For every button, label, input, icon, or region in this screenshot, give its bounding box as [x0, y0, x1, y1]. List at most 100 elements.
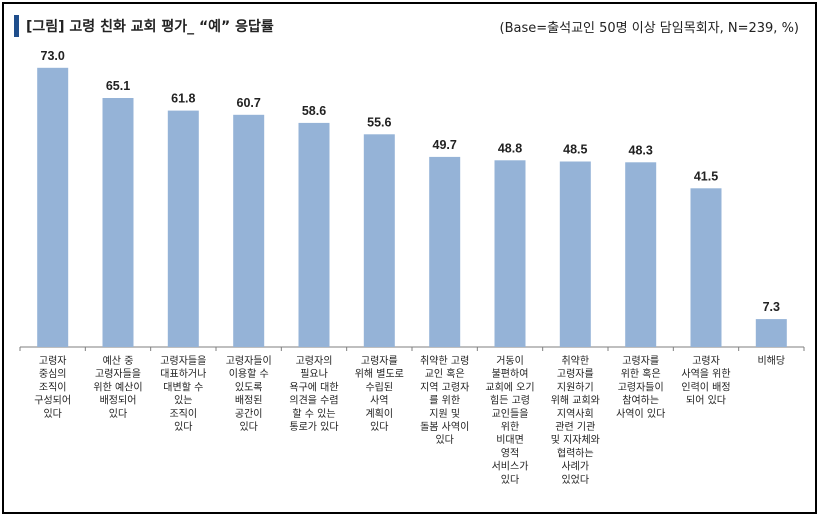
category-label: 고령자의 필요나 욕구에 대한 의견을 수렴 할 수 있는 통로가 있다 — [289, 355, 338, 433]
category-label-line: 교회에 오기 — [485, 381, 534, 393]
category-label-line: 의견을 수렴 — [289, 394, 338, 407]
category-label-line: 및 지자체와 — [551, 434, 600, 446]
category-label-line: 취약한 고령 — [420, 355, 469, 367]
category-label-line: 위한 — [501, 420, 519, 433]
category-label-line: 있다 — [435, 434, 453, 446]
bar — [429, 156, 461, 347]
category-label-line: 수립된 — [365, 380, 393, 393]
category-label-line: 조직이 — [39, 381, 67, 393]
category-label-line: 할 수 있는 — [292, 408, 335, 420]
category-label-line: 사역을 위한 — [681, 367, 730, 380]
category-label-line: 고령자의 — [296, 355, 333, 367]
category-label-line: 중심의 — [39, 368, 67, 380]
category-label-line: 고령자를 — [622, 355, 659, 367]
category-label-line: 관련 기관 — [555, 421, 595, 433]
category-label-line: 고령자들을 — [160, 355, 206, 367]
category-label-line: 대표하거나 — [160, 367, 206, 380]
data-label: 61.8 — [171, 92, 195, 106]
bar — [625, 162, 657, 347]
category-label-line: 지역사회 — [557, 408, 594, 420]
data-label: 55.6 — [367, 115, 391, 129]
category-label-line: 를 위한 — [429, 394, 460, 407]
bar — [363, 134, 395, 347]
category-label-line: 필요나 — [300, 368, 328, 380]
category-label-line: 협력하는 — [557, 446, 594, 459]
bar — [102, 98, 134, 347]
category-label-line: 배정된 — [235, 395, 263, 407]
category-label-line: 거동이 — [496, 355, 524, 367]
category-label-line: 고령자 — [692, 355, 720, 367]
category-label-line: 위한 혹은 — [621, 367, 661, 380]
chart-header: [그림] 고령 친화 교회 평가_ “예” 응답률 (Base=출석교인 50명… — [4, 4, 815, 44]
category-label: 고령자를 위해 별도로 수립된 사역 계획이 있다 — [355, 355, 404, 433]
category-label-line: 있다 — [43, 408, 61, 420]
category-label-line: 욕구에 대한 — [289, 381, 338, 393]
category-label-line: 고령자 — [39, 355, 67, 367]
data-label: 65.1 — [106, 79, 130, 93]
category-label: 예산 중 고령자들을 위한 예산이 배정되어 있다 — [93, 355, 142, 420]
category-label-line: 있다 — [239, 421, 257, 433]
category-label-line: 지원하기 — [557, 380, 594, 393]
category-label-line: 사례가 — [561, 461, 589, 473]
category-label-line: 위한 예산이 — [93, 380, 142, 393]
base-note: (Base=출석교인 50명 이상 담임목회자, N=239, %) — [499, 21, 799, 36]
data-label: 48.5 — [563, 143, 587, 157]
category-label-line: 배정되어 — [100, 395, 137, 407]
category-label-line: 불편하여 — [492, 367, 529, 380]
bar — [690, 188, 722, 347]
category-label-line: 되어 있다 — [686, 395, 726, 407]
data-label: 7.3 — [763, 300, 780, 314]
category-label-line: 고령자들이 — [618, 381, 664, 393]
category-label-line: 돌봄 사역이 — [420, 421, 469, 433]
category-label-line: 인력이 배정 — [681, 381, 730, 393]
category-label-line: 참여하는 — [622, 394, 659, 407]
data-label: 49.7 — [433, 138, 457, 152]
category-label-line: 있었다 — [561, 474, 589, 486]
category-label-line: 위해 별도로 — [355, 367, 404, 380]
bar — [494, 160, 526, 347]
category-label-line: 지원 및 — [429, 408, 460, 420]
category-label-line: 지역 고령자 — [420, 381, 469, 393]
category-label-line: 힘든 고령 — [490, 395, 530, 407]
category-label-line: 서비스가 — [492, 461, 529, 473]
category-label-line: 대변할 수 — [163, 381, 203, 393]
category-label-line: 사역이 있다 — [616, 408, 665, 420]
title-accent-bar — [14, 15, 19, 37]
bar — [298, 122, 330, 348]
category-label-line: 고령자들이 — [226, 355, 272, 367]
category-label-line: 통로가 있다 — [289, 421, 338, 433]
category-label-line: 있도록 — [235, 381, 263, 393]
category-label: 고령자를 위한 혹은 고령자들이 참여하는 사역이 있다 — [616, 355, 665, 420]
bar — [755, 319, 787, 347]
category-label-line: 조직이 — [169, 408, 197, 420]
category-label-line: 있다 — [109, 408, 127, 420]
bar — [37, 67, 69, 348]
category-label-line: 이용할 수 — [229, 368, 269, 380]
category-label: 거동이 불편하여 교회에 오기 힘든 고령 교인들을 위한 비대면 영적 서비스가 있다 — [485, 355, 534, 486]
bar — [167, 110, 199, 347]
category-label-line: 공간이 — [235, 408, 263, 420]
data-label: 48.3 — [629, 143, 653, 157]
data-label: 41.5 — [694, 169, 718, 183]
category-label-line: 있다 — [501, 474, 519, 486]
category-label-line: 있는 — [174, 395, 192, 407]
category-label-line: 교인들을 — [492, 408, 529, 420]
category-label-line: 구성되어 — [34, 395, 71, 407]
chart-title: [그림] 고령 친화 교회 평가_ “예” 응답률 — [26, 19, 274, 35]
category-label-line: 비해당 — [757, 354, 785, 367]
category-label-line: 있다 — [174, 421, 192, 433]
category-label-line: 고령자를 — [557, 368, 594, 380]
category-label-line: 있다 — [370, 421, 388, 433]
bar — [559, 161, 591, 347]
category-label-line: 위해 교회와 — [551, 394, 600, 407]
category-label-line: 고령자를 — [361, 355, 398, 367]
data-label: 48.8 — [498, 141, 522, 155]
data-label: 60.7 — [237, 96, 261, 110]
category-label: 비해당 — [757, 354, 785, 367]
